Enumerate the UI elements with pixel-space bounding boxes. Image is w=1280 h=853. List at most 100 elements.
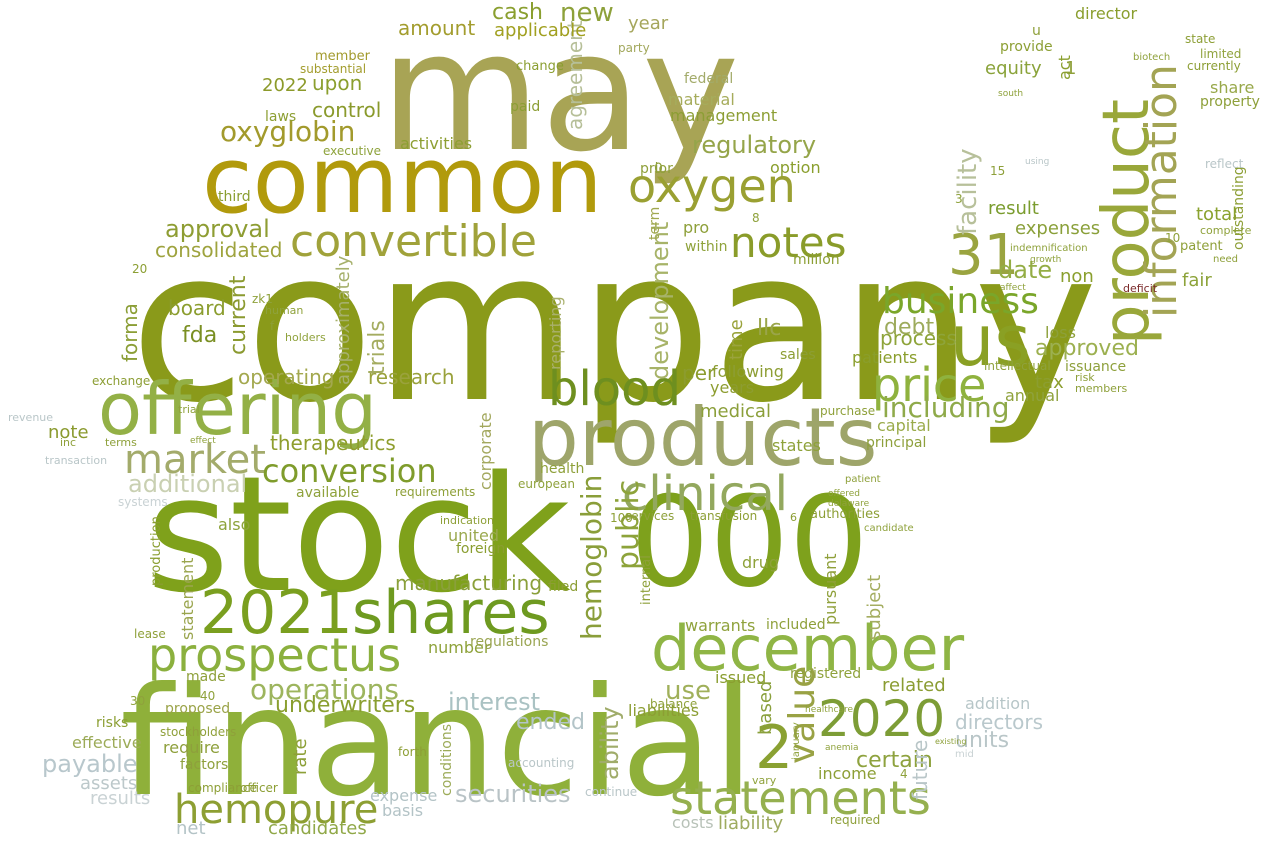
word-net: net: [176, 818, 206, 839]
word-balance: balance: [650, 697, 698, 711]
word-approval: approval: [165, 215, 270, 243]
word-sales: sales: [780, 347, 816, 363]
word-warrants: warrants: [685, 616, 756, 635]
word-candidate: delaware: [828, 499, 870, 509]
word-information: information: [1136, 64, 1187, 318]
word-services: services: [625, 509, 675, 523]
word-statement: production: [149, 516, 164, 586]
word-regulations: regulations: [470, 634, 549, 650]
word-hemopure: hemopure: [174, 787, 379, 833]
word-products: products: [528, 391, 878, 484]
word-effective: effective: [72, 733, 142, 752]
word-may: may: [380, 0, 740, 188]
word-purchase: purchase: [820, 404, 876, 418]
word-000: 000: [630, 470, 869, 615]
word-f: u: [1032, 23, 1041, 39]
word-compliance: vary: [752, 774, 777, 787]
word-100: 20: [132, 262, 148, 276]
word-hemoglobin: hemoglobin: [575, 474, 608, 640]
word-40: 30: [130, 694, 146, 708]
word-management: management: [670, 106, 778, 125]
word-ability: ability: [596, 706, 624, 780]
word-notes: notes: [730, 218, 847, 267]
word-pursuant: pursuant: [821, 553, 840, 625]
word-deficit: mid: [955, 749, 974, 760]
word-securities: securities: [455, 780, 571, 808]
word-price: price: [872, 358, 987, 412]
word-liability: liability: [718, 813, 784, 834]
word-available: available: [296, 485, 360, 501]
word-internal: internal: [639, 555, 654, 605]
word-conversion: conversion: [262, 452, 437, 490]
word-december: december: [651, 612, 965, 685]
word-member: member: [315, 49, 370, 64]
word-human: zk1: [252, 292, 273, 306]
word-paid: paid: [510, 99, 541, 115]
word-authorities: authorities: [810, 507, 880, 522]
word-production: stockholders: [160, 725, 237, 739]
word-terms: inc: [60, 436, 77, 449]
word-affect: need: [1213, 254, 1238, 265]
word-systems: revenue: [8, 411, 54, 424]
word-inc: trial: [178, 403, 200, 416]
word-currently: currently: [1187, 59, 1241, 73]
word-per: per: [682, 361, 716, 385]
word-fair: fair: [1182, 270, 1212, 291]
word-prospectus: prospectus: [148, 628, 402, 682]
word-option: option: [770, 158, 821, 177]
word-blood: blood: [548, 361, 682, 417]
word-convertible: convertible: [290, 216, 537, 267]
word-certain: certain: [856, 748, 933, 773]
word-term: term: [647, 206, 663, 240]
word-zk1: f: [270, 319, 275, 333]
word-oxyglobin: oxyglobin: [220, 115, 356, 148]
word-consolidated: consolidated: [155, 238, 283, 262]
word-made: lease: [134, 627, 166, 641]
word-approximately: approximately: [333, 255, 354, 385]
word-proposed: proposed: [165, 701, 231, 717]
word-2: 2: [755, 713, 794, 783]
word-6: 8: [752, 211, 760, 225]
word-3: 10: [1165, 231, 1181, 245]
word-interest: interest: [448, 688, 541, 716]
word-issuance: issuance: [1065, 359, 1127, 375]
word-european: european: [518, 477, 575, 491]
word-intellectual: intellectual: [984, 359, 1051, 373]
word-8: 4: [900, 767, 908, 781]
word-directors: directors: [955, 710, 1044, 734]
word-cash: cash: [492, 0, 543, 25]
word-executive: executive: [323, 144, 382, 158]
word-2022: 2022: [262, 75, 308, 96]
word-addition: addition: [965, 694, 1031, 713]
word-obligations: deficit: [1123, 282, 1158, 295]
word-manufacturing: manufacturing: [395, 571, 543, 595]
word-payable: payable: [42, 750, 138, 778]
word-offered: patient: [845, 474, 881, 485]
word-third: third: [218, 189, 251, 205]
word-approved: approved: [1035, 336, 1139, 361]
word-foreign: foreign: [456, 541, 506, 557]
word-candidates: candidates: [268, 818, 367, 839]
word-united: united: [448, 526, 499, 545]
word-million: million: [793, 252, 840, 268]
word-filed: filed: [548, 579, 579, 595]
word-tax: tax: [1035, 372, 1064, 393]
word-2021: 2021: [200, 578, 353, 648]
word-drug: drug: [742, 553, 780, 572]
word-statements: statements: [670, 771, 931, 825]
word-members: systems: [118, 495, 168, 509]
word-activities: activities: [400, 134, 473, 153]
word-effect: risk: [1075, 371, 1095, 384]
word-patients: patients: [852, 348, 918, 367]
word-within: within: [685, 239, 728, 255]
word-1: 0: [654, 161, 663, 177]
word-states: states: [772, 436, 821, 455]
word-date: date: [998, 256, 1053, 284]
word-u: 1: [1065, 58, 1077, 79]
word-regulatory: regulatory: [692, 131, 817, 159]
word-change: change: [516, 59, 564, 74]
word-reporting: reporting: [546, 296, 565, 370]
word-use: use: [665, 676, 712, 706]
word-offering: offering: [98, 367, 377, 451]
word-january: biotech: [1133, 52, 1171, 63]
